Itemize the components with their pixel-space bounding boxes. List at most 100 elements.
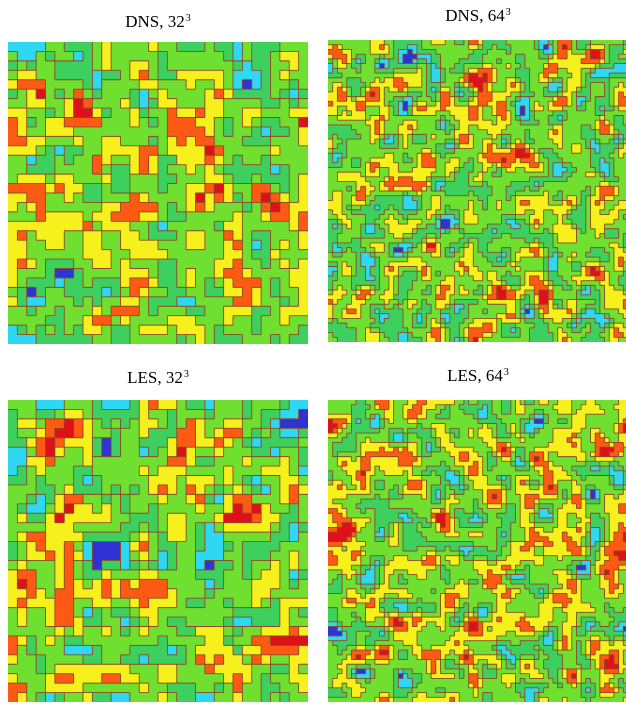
contour-cell <box>351 304 357 310</box>
contour-cell <box>520 172 526 178</box>
contour-cell <box>435 285 441 291</box>
contour-cell <box>567 271 573 277</box>
contour-cell <box>515 318 521 324</box>
contour-cell <box>64 89 75 100</box>
contour-cell <box>609 96 615 102</box>
contour-cell <box>463 323 470 329</box>
contour-cell <box>543 73 549 79</box>
contour-cell <box>403 294 409 300</box>
contour-cell <box>270 221 281 232</box>
contour-cell <box>242 174 253 184</box>
contour-cell <box>270 287 281 298</box>
contour-cell <box>384 290 390 296</box>
contour-cell <box>158 296 168 307</box>
contour-cell <box>515 167 521 173</box>
contour-cell <box>595 58 601 64</box>
contour-cell <box>36 89 46 100</box>
contour-cell <box>356 96 362 102</box>
contour-cell <box>482 299 488 305</box>
contour-cell <box>567 261 573 267</box>
contour-cell <box>595 219 601 225</box>
contour-cell <box>204 259 215 269</box>
contour-cell <box>501 77 507 83</box>
contour-cell <box>270 70 281 81</box>
contour-cell <box>148 145 159 156</box>
contour-cell <box>83 79 93 90</box>
contour-cell <box>298 108 308 118</box>
contour-cell <box>613 148 620 154</box>
contour-cell <box>478 242 484 249</box>
contour-cell <box>454 110 460 116</box>
contour-cell <box>562 247 568 253</box>
contour-cell <box>129 79 140 90</box>
contour-cell <box>337 115 343 121</box>
contour-cell <box>384 285 390 291</box>
contour-cell <box>8 240 18 251</box>
contour-cell <box>510 54 516 60</box>
contour-cell <box>360 271 366 277</box>
contour-cell <box>365 252 371 258</box>
contour-cell <box>374 172 380 178</box>
contour-cell <box>111 334 121 344</box>
contour-cell <box>595 77 601 83</box>
contour-cell <box>585 205 591 211</box>
contour-cell <box>492 162 498 168</box>
contour-cell <box>398 224 404 230</box>
contour-cell <box>332 285 338 291</box>
contour-cell <box>515 266 521 272</box>
contour-cell <box>557 143 563 149</box>
contour-cell <box>388 233 395 239</box>
contour-cell <box>388 323 395 329</box>
contour-cell <box>176 183 187 194</box>
contour-cell <box>360 181 366 187</box>
contour-cell <box>435 44 441 50</box>
contour-cell <box>492 257 498 263</box>
contour-cell <box>529 323 535 329</box>
contour-cell <box>590 153 596 159</box>
contour-cell <box>374 115 380 121</box>
contour-cell <box>445 252 451 258</box>
contour-cell <box>342 275 348 282</box>
contour-cell <box>548 219 554 225</box>
contour-cell <box>26 211 37 222</box>
contour-cell <box>351 280 357 286</box>
contour-cell <box>520 73 526 79</box>
contour-cell <box>435 318 441 324</box>
contour-cell <box>139 155 150 166</box>
contour-cell <box>374 252 380 258</box>
contour-cell <box>445 186 451 192</box>
contour-cell <box>158 240 168 251</box>
contour-cell <box>595 68 601 74</box>
contour-cell <box>571 191 577 197</box>
contour-cell <box>548 266 554 272</box>
contour-cell <box>17 108 28 118</box>
contour-cell <box>454 214 460 220</box>
contour-cell <box>403 110 409 116</box>
contour-cell <box>557 214 563 220</box>
contour-cell <box>534 167 540 173</box>
contour-cell <box>529 181 535 187</box>
contour-cell <box>17 296 28 307</box>
contour-cell <box>459 96 465 102</box>
contour-cell <box>92 174 103 184</box>
contour-cell <box>342 209 348 215</box>
contour-cell <box>101 183 112 194</box>
contour-cell <box>459 101 465 107</box>
contour-cell <box>129 306 140 317</box>
contour-cell <box>543 323 549 329</box>
contour-cell <box>360 73 366 79</box>
contour-cell <box>435 77 441 83</box>
contour-cell <box>431 115 437 121</box>
contour-cell <box>417 148 423 154</box>
contour-cell <box>613 285 620 291</box>
contour-cell <box>623 280 626 286</box>
contour-cell <box>506 40 512 46</box>
contour-cell <box>482 233 488 239</box>
contour-cell <box>478 327 484 333</box>
contour-cell <box>576 242 582 249</box>
contour-cell <box>342 58 348 64</box>
contour-cell <box>332 115 338 121</box>
contour-cell <box>407 285 413 291</box>
contour-cell <box>478 139 484 145</box>
contour-cell <box>421 120 427 126</box>
